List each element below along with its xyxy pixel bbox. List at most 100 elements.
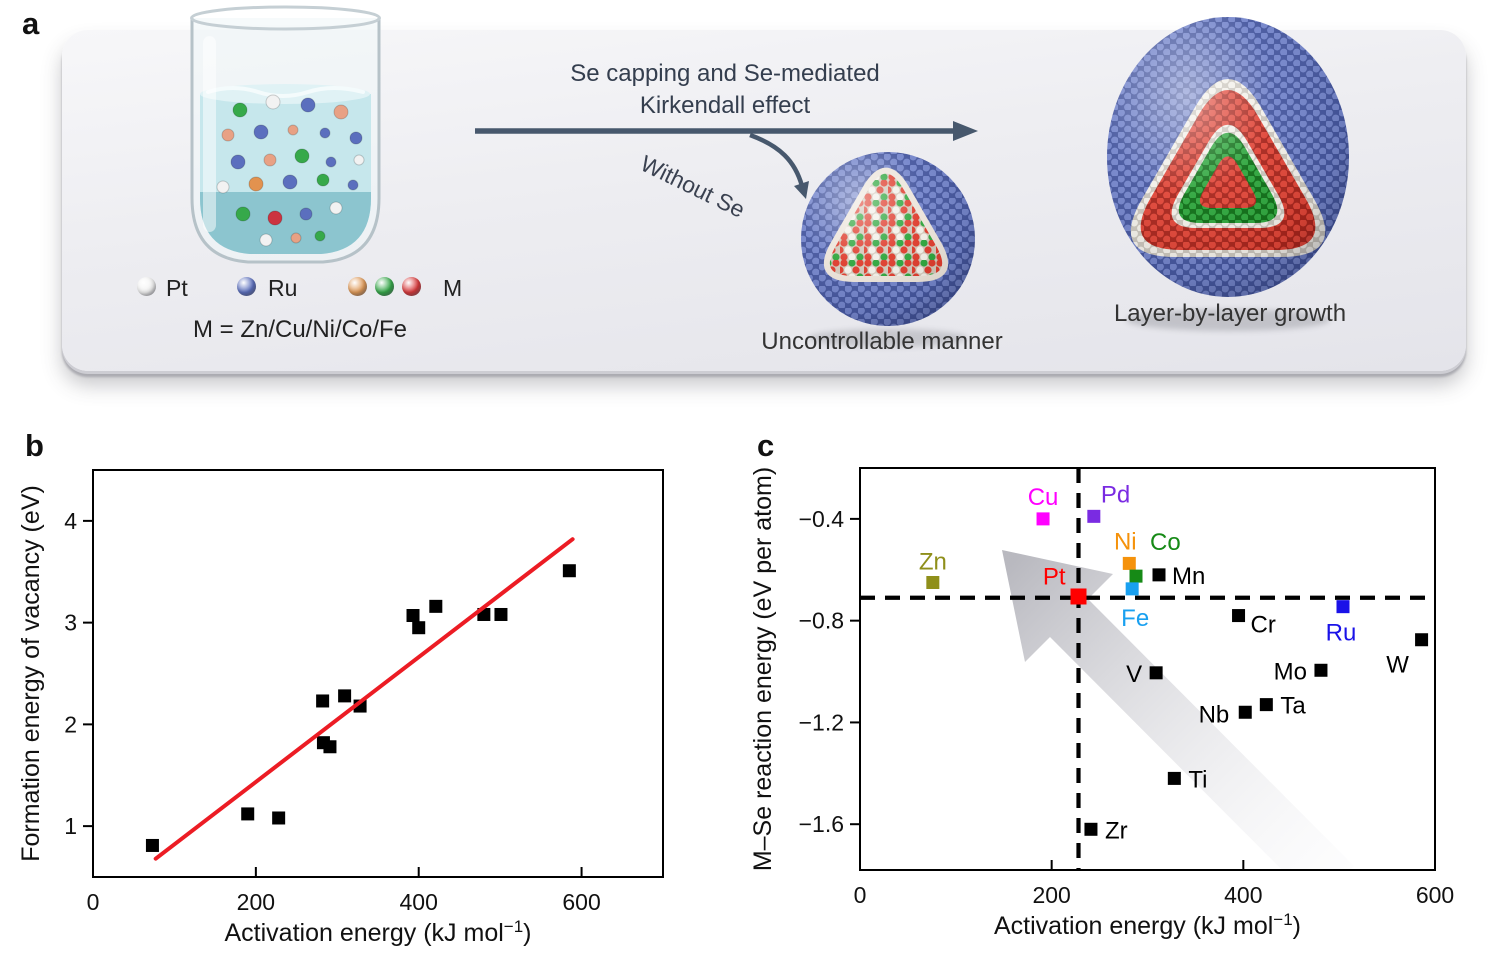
data-point (338, 689, 352, 703)
precursor-bead (282, 174, 298, 190)
element-label-cr: Cr (1251, 612, 1276, 639)
data-point (241, 807, 255, 821)
x-tick-label: 400 (400, 889, 438, 915)
data-point (562, 564, 576, 578)
data-point-nb (1238, 705, 1252, 719)
precursor-bead (349, 131, 363, 145)
panel-a-illustration (190, 5, 1349, 347)
data-point (316, 694, 330, 708)
liquid-foam (206, 86, 365, 98)
panel-b-chart: 0 200 400 600 1 2 3 4 Activation energy (kJ mol−… (17, 469, 664, 947)
data-point (272, 811, 286, 825)
precursor-bead (230, 154, 246, 170)
data-point-pt (1070, 588, 1087, 605)
precursor-bead (248, 176, 264, 192)
large-particle-shadow (1126, 309, 1330, 331)
panel-c-chart: 0 200 400 600 −0.4 −0.8 −1.2 −1.6 Activation ene… (749, 467, 1454, 940)
data-point-cu (1036, 512, 1050, 526)
favorable-direction-arrow (1002, 550, 1354, 870)
precursor-bead (316, 173, 330, 187)
data-point-mo (1314, 663, 1328, 677)
layer-growth-caption: Layer-by-layer growth (1113, 300, 1347, 327)
precursor-bead (263, 153, 277, 167)
x-tick-label: 600 (1416, 882, 1454, 908)
data-point-fe (1125, 582, 1139, 596)
y-tick-label: −0.4 (799, 506, 845, 532)
panel-b-letter: b (25, 428, 44, 463)
y-tick-label: −0.8 (799, 608, 844, 634)
data-point-ti (1167, 771, 1181, 785)
uncontrollable-caption: Uncontrollable manner (761, 328, 1003, 355)
data-point-cr (1232, 609, 1246, 623)
element-label-ti: Ti (1188, 766, 1207, 793)
beaker-illustration (190, 5, 381, 264)
data-point (412, 621, 426, 635)
data-point-mn (1152, 568, 1166, 582)
large-particle-shading (1107, 17, 1349, 297)
x-tick-label: 0 (854, 882, 867, 908)
glass-highlight (203, 36, 216, 232)
pt-legend-label: Pt (166, 275, 188, 301)
element-label-nb: Nb (1199, 701, 1230, 728)
m-sphere-green-icon (375, 277, 394, 296)
element-label-pt: Pt (1043, 563, 1066, 590)
data-point (494, 607, 508, 621)
data-point (406, 609, 420, 623)
y-tick-label: −1.2 (799, 709, 844, 735)
data-point-ta (1259, 698, 1273, 712)
precursor-bead (325, 156, 337, 168)
without-se-arrow (749, 132, 805, 187)
m-sphere-orange-icon (348, 277, 367, 296)
m-sphere-red-icon (402, 277, 421, 296)
data-point (323, 740, 337, 754)
precursor-bead (259, 233, 273, 247)
element-label-ni: Ni (1114, 528, 1137, 555)
precursor-bead (232, 102, 248, 118)
data-point-v (1149, 666, 1163, 680)
data-point-ru (1336, 600, 1350, 614)
element-label-mo: Mo (1274, 658, 1307, 685)
precursor-bead (221, 128, 235, 142)
without-se-arrow-head-icon (794, 181, 809, 199)
beaker-rim (190, 5, 381, 31)
precursor-bead (329, 201, 343, 215)
data-point-w (1415, 633, 1429, 647)
trend-line (153, 537, 575, 861)
precursor-bead (235, 206, 251, 222)
ru-legend-label: Ru (268, 275, 298, 301)
element-label-co: Co (1150, 529, 1181, 556)
y-tick-label: 3 (64, 610, 77, 636)
reaction-arrow-head-icon (953, 121, 978, 141)
panel-c-letter: c (757, 428, 775, 463)
beaker-liquid-lower (200, 192, 371, 254)
panel-a-letter: a (22, 6, 40, 41)
element-label-ta: Ta (1280, 693, 1306, 720)
element-label-w: W (1386, 652, 1409, 679)
x-axis-label: Activation energy (kJ mol−1) (225, 917, 532, 947)
element-label-ru: Ru (1326, 620, 1357, 647)
precursor-bead (287, 124, 299, 136)
y-tick-label: 2 (64, 711, 77, 737)
middle-particle-shadow (808, 329, 968, 347)
precursor-bead (294, 148, 310, 164)
precursor-bead (353, 154, 365, 166)
data-point-ni (1122, 556, 1136, 570)
reaction-title-line1: Se capping and Se-mediated (570, 60, 880, 87)
precursor-bead (253, 124, 269, 140)
x-tick-label: 200 (1032, 882, 1070, 908)
pt-sphere-icon (137, 277, 156, 296)
x-tick-label: 600 (562, 889, 600, 915)
precursor-bead (300, 97, 316, 113)
y-axis-label: M–Se reaction energy (eV per atom) (749, 467, 777, 871)
element-label-zr: Zr (1105, 817, 1128, 844)
x-tick-label: 400 (1224, 882, 1262, 908)
element-label-zn: Zn (919, 548, 947, 575)
precursor-bead (319, 127, 331, 139)
precursor-bead (333, 104, 349, 120)
x-tick-label: 200 (237, 889, 275, 915)
element-label-fe: Fe (1121, 605, 1149, 632)
y-tick-label: 1 (64, 813, 77, 839)
element-label-v: V (1126, 661, 1142, 688)
y-tick-label: −1.6 (799, 811, 844, 837)
